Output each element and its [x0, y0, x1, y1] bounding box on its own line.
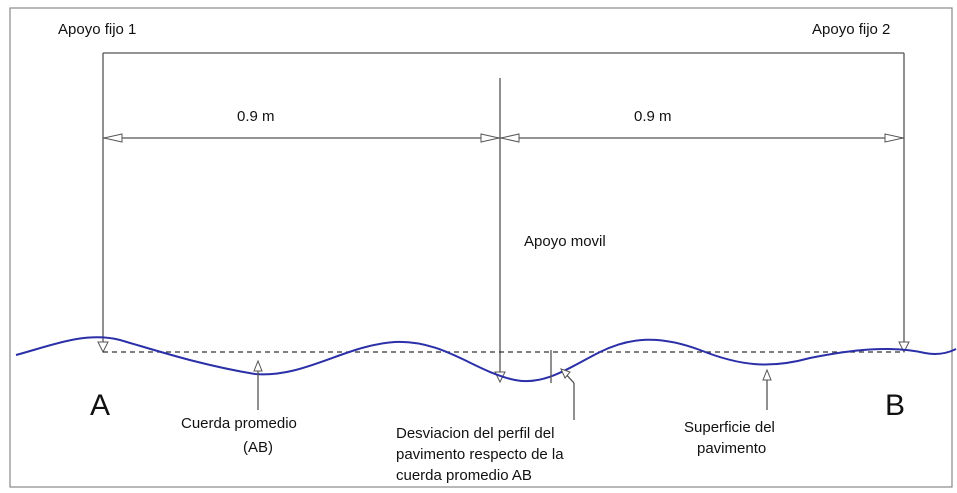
fixed-support-2-label: Apoyo fijo 2	[812, 21, 890, 38]
mobile-support-label: Apoyo movil	[524, 233, 606, 250]
chord-label-line-1: Cuerda promedio	[181, 415, 297, 432]
deviation-pointer-arrow	[560, 368, 571, 379]
chord-pointer	[253, 359, 263, 410]
deviation-label-line-1: Desviacion del perfil del	[396, 425, 554, 442]
surface-pointer-arrow	[762, 368, 772, 381]
point-b-label: B	[885, 389, 905, 422]
surface-label-line-1: Superficie del	[684, 419, 775, 436]
surface-pointer	[762, 368, 772, 410]
dimension-arrow-left-end	[480, 133, 500, 143]
support-structure	[97, 52, 910, 384]
chord-label-line-2: (AB)	[243, 439, 273, 456]
surface-label-line-2: pavimento	[697, 440, 766, 457]
dimension-lines	[103, 133, 904, 143]
span-right-label: 0.9 m	[634, 108, 672, 125]
point-a-label: A	[90, 389, 110, 422]
dimension-arrow-left-start	[103, 133, 123, 143]
dimension-arrow-right-start	[500, 133, 520, 143]
deviation-indicator	[550, 350, 575, 420]
pavement-surface-curve	[15, 336, 957, 383]
fixed-support-2-tip	[898, 341, 910, 354]
span-left-label: 0.9 m	[237, 108, 275, 125]
deviation-label-line-2: pavimento respecto de la	[396, 446, 564, 463]
diagram-frame	[9, 7, 953, 488]
dimension-arrow-right-end	[884, 133, 904, 143]
deviation-label-line-3: cuerda promedio AB	[396, 467, 532, 484]
fixed-support-1-tip	[97, 341, 109, 354]
chord-pointer-arrow	[253, 359, 263, 372]
fixed-support-1-label: Apoyo fijo 1	[58, 21, 136, 38]
